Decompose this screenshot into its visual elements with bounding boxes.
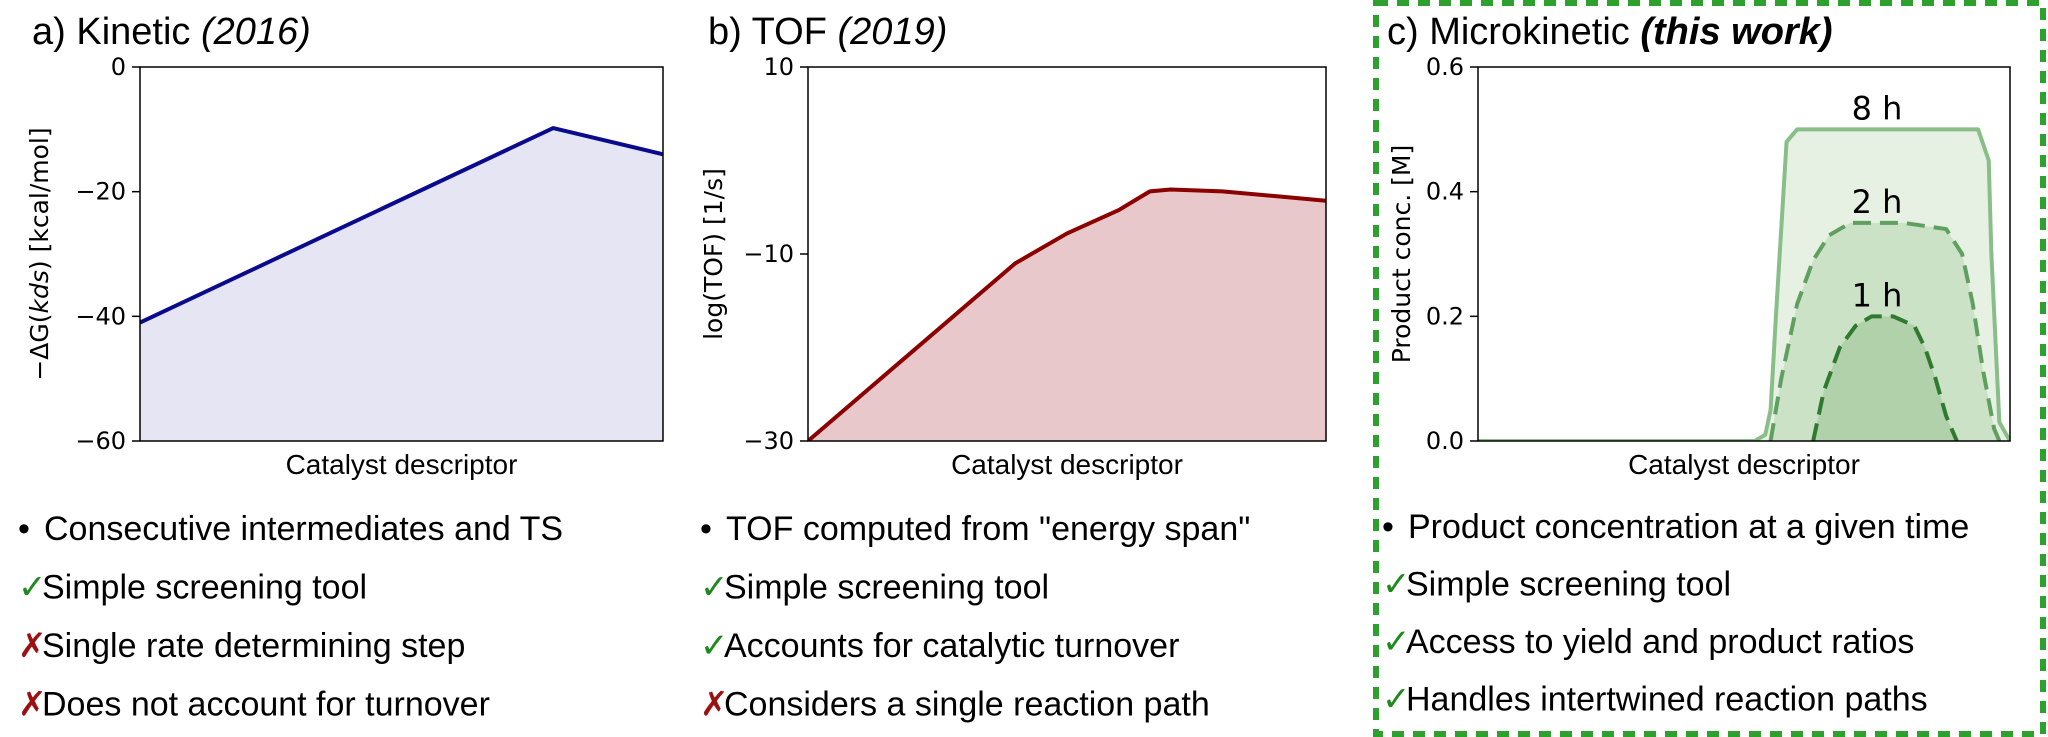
bullet-text: TOF computed from "energy span" bbox=[726, 510, 1250, 548]
chart-microkinetic: 0.0 0.2 0.4 0.6 Catalyst descriptor Product c… bbox=[1387, 53, 2011, 480]
bullet-item: ✗Considers a single reaction path bbox=[700, 686, 1210, 724]
bullet-item: ✓Simple screening tool bbox=[700, 569, 1049, 607]
series-line-0 bbox=[140, 126, 663, 325]
chart-tof: 10 −10 −30 Catalyst descriptor log(TOF) [1/s… bbox=[699, 53, 1327, 480]
x-axis-label: Catalyst descriptor bbox=[951, 449, 1183, 480]
y-tick-label: −30 bbox=[743, 427, 794, 455]
y-tick-label: 0 bbox=[111, 53, 126, 81]
cross-icon: ✗ bbox=[700, 686, 729, 724]
bullet-dot-icon: • bbox=[18, 510, 30, 548]
bullet-item: • TOF computed from "energy span" bbox=[700, 510, 1250, 548]
y-tick-label: 0.6 bbox=[1426, 53, 1464, 81]
bullet-list-microkinetic: • Product concentration at a given time✓S… bbox=[1382, 508, 1969, 719]
panel-a-title-year: (2016) bbox=[201, 11, 311, 53]
series-line-2h bbox=[1768, 220, 2002, 441]
bullet-text: Product concentration at a given time bbox=[1408, 508, 1969, 546]
bullet-text: Consecutive intermediates and TS bbox=[44, 510, 563, 548]
check-icon: ✓ bbox=[700, 569, 729, 607]
bullet-text: Considers a single reaction path bbox=[724, 686, 1210, 724]
y-axis-label: −ΔG(kds) [kcal/mol] bbox=[25, 127, 54, 380]
series-line-8h bbox=[1478, 127, 2010, 441]
panel-a-title: a) Kinetic (2016) bbox=[32, 11, 311, 53]
curve-label: 1 h bbox=[1852, 276, 1903, 314]
bullet-text: Simple screening tool bbox=[1406, 566, 1731, 604]
bullet-dot-icon: • bbox=[1382, 508, 1394, 546]
y-tick-label: 0.4 bbox=[1426, 178, 1464, 206]
y-tick-label: −40 bbox=[75, 302, 126, 330]
chart-kinetic: 0 −20 −40 −60 Catalyst descriptor −ΔG(kds) [k… bbox=[25, 53, 664, 480]
bullet-item: ✓Access to yield and product ratios bbox=[1382, 623, 1914, 661]
bullet-text: Handles intertwined reaction paths bbox=[1406, 681, 1928, 719]
bullet-item: ✗Does not account for turnover bbox=[18, 686, 490, 724]
bullet-item: ✓Accounts for catalytic turnover bbox=[700, 627, 1179, 665]
bullet-text: Simple screening tool bbox=[42, 569, 367, 607]
check-icon: ✓ bbox=[18, 569, 47, 607]
series-fill-1h bbox=[1813, 316, 1957, 441]
y-axis-label: Product conc. [M] bbox=[1387, 145, 1416, 363]
axes-frame bbox=[139, 66, 664, 442]
panel-c-title-prefix: c) Microkinetic bbox=[1387, 11, 1640, 53]
series-line-0 bbox=[808, 187, 1326, 441]
plot-area bbox=[140, 126, 663, 441]
axes-frame bbox=[1477, 66, 2011, 442]
series-fill-0 bbox=[140, 128, 663, 441]
series-line-1h bbox=[1811, 314, 1959, 441]
check-icon: ✓ bbox=[1382, 566, 1411, 604]
cross-icon: ✗ bbox=[18, 686, 47, 724]
bullet-text: Simple screening tool bbox=[724, 569, 1049, 607]
panel-a-title-prefix: a) Kinetic bbox=[32, 11, 201, 53]
x-axis-label: Catalyst descriptor bbox=[286, 449, 518, 480]
bullet-text: Single rate determining step bbox=[42, 627, 465, 665]
bullet-item: ✓Simple screening tool bbox=[18, 569, 367, 607]
bullet-item: ✓Simple screening tool bbox=[1382, 566, 1731, 604]
panel-b-title: b) TOF (2019) bbox=[708, 11, 947, 53]
bullet-list-tof: • TOF computed from "energy span"✓Simple … bbox=[700, 510, 1250, 724]
panel-c-highlight-border bbox=[1373, 0, 2046, 737]
x-axis-label: Catalyst descriptor bbox=[1628, 449, 1860, 480]
y-tick-label: 0.2 bbox=[1426, 302, 1464, 330]
y-tick-label: 10 bbox=[763, 53, 794, 81]
curve-label: 8 h bbox=[1852, 89, 1903, 127]
bullet-dot-icon: • bbox=[700, 510, 712, 548]
y-tick-label: −10 bbox=[743, 240, 794, 268]
check-icon: ✓ bbox=[1382, 623, 1411, 661]
series-fill-0 bbox=[808, 189, 1326, 441]
curve-label: 2 h bbox=[1852, 183, 1903, 221]
panel-c-title: c) Microkinetic (this work) bbox=[1387, 11, 1833, 53]
y-tick-label: −20 bbox=[75, 178, 126, 206]
cross-icon: ✗ bbox=[18, 627, 47, 665]
y-axis-label: log(TOF) [1/s] bbox=[699, 168, 728, 340]
bullet-item: ✓Handles intertwined reaction paths bbox=[1382, 681, 1928, 719]
panel-c-title-emphasis: (this work) bbox=[1640, 11, 1832, 53]
bullet-item: ✗Single rate determining step bbox=[18, 627, 465, 665]
y-tick-label: 0.0 bbox=[1426, 427, 1464, 455]
check-icon: ✓ bbox=[700, 627, 729, 665]
bullet-text: Access to yield and product ratios bbox=[1406, 623, 1914, 661]
y-tick-label: −60 bbox=[75, 427, 126, 455]
bullet-list-kinetic: • Consecutive intermediates and TS ✓Simple… bbox=[18, 510, 563, 724]
panel-b-title-prefix: b) TOF bbox=[708, 11, 838, 53]
panel-b-title-year: (2019) bbox=[838, 11, 948, 53]
bullet-item: • Consecutive intermediates and TS bbox=[18, 510, 563, 548]
plot-area bbox=[808, 187, 1326, 441]
check-icon: ✓ bbox=[1382, 681, 1411, 719]
bullet-text: Does not account for turnover bbox=[42, 686, 490, 724]
bullet-text: Accounts for catalytic turnover bbox=[724, 627, 1179, 665]
plot-area bbox=[1478, 127, 2010, 441]
bullet-item: • Product concentration at a given time bbox=[1382, 508, 1969, 546]
